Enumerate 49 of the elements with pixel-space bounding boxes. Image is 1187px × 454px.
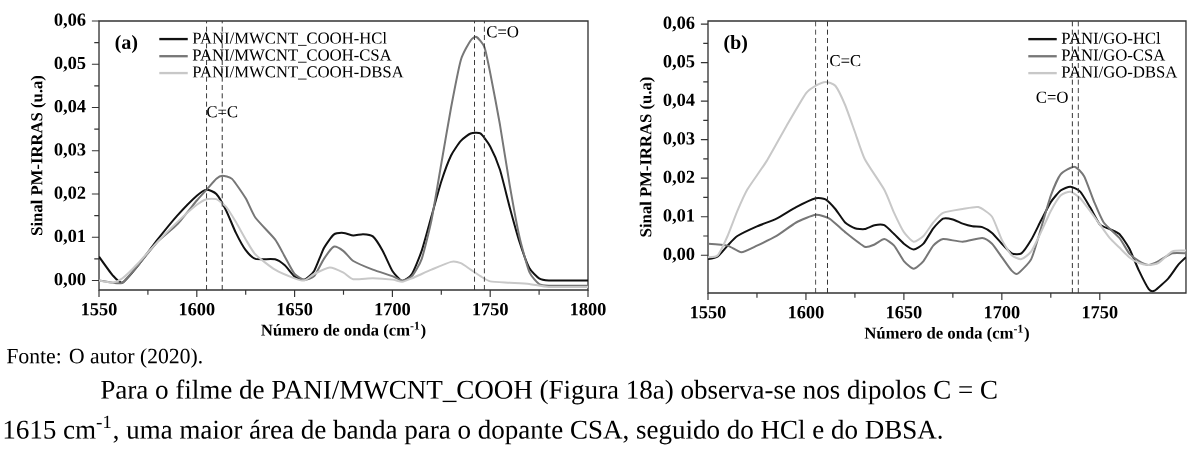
y-tick-label: 0,03 xyxy=(54,143,86,159)
x-tick-label: 1550 xyxy=(82,303,117,316)
x-axis-title: Número de onda (cm$^{-1}$) xyxy=(864,324,1029,343)
x-tick-label: 1650 xyxy=(277,303,313,316)
y-tick-label: 0,05 xyxy=(54,56,86,72)
source-note: Fonte: O autor (2020). xyxy=(6,348,202,368)
annotation: (b) xyxy=(724,35,747,54)
legend-label: PANI/GO-DBSA xyxy=(1061,66,1178,78)
x-tick-label: 1800 xyxy=(571,303,606,316)
y-tick-label: 0,02 xyxy=(54,186,86,202)
legend-label: PANI/MWCNT_COOH-HCl xyxy=(192,32,387,46)
y-tick-label: 0,04 xyxy=(54,99,86,116)
x-tick-label: 1650 xyxy=(887,306,922,319)
x-tick-label: 1750 xyxy=(1082,306,1118,319)
legend-label: PANI/MWCNT_COOH-DBSA xyxy=(192,66,404,80)
annotation: C=O xyxy=(487,26,519,38)
y-tick-label: 0,01 xyxy=(54,229,86,245)
legend-label: PANI/MWCNT_COOH-CSA xyxy=(192,49,392,63)
x-axis-title: Número de onda (cm$^{-1}$) xyxy=(261,321,426,340)
y-tick-label: 0,01 xyxy=(663,209,695,225)
legend-label: PANI/GO-CSA xyxy=(1061,49,1166,61)
x-tick-label: 1550 xyxy=(691,306,726,319)
annotation: C=C xyxy=(830,55,861,67)
line-series xyxy=(708,80,1186,266)
annotation: (a) xyxy=(115,34,138,54)
y-tick-label: 0,06 xyxy=(663,16,695,32)
y-tick-label: 0,03 xyxy=(663,132,695,148)
line-series xyxy=(99,131,588,284)
annotation: C=O xyxy=(1036,91,1068,103)
y-axis-title: Sinal PM-IRRAS (u.a) xyxy=(639,77,655,237)
y-axis-title: Sinal PM-IRRAS (u.a) xyxy=(30,75,46,235)
annotation: C=C xyxy=(207,106,238,118)
line-series xyxy=(708,185,1186,293)
y-tick-label: 0,04 xyxy=(663,93,695,109)
y-tick-label: 0,00 xyxy=(54,272,86,289)
y-tick-label: 0,06 xyxy=(54,13,86,29)
x-tick-label: 1700 xyxy=(375,303,411,316)
text: Para o filme de PANI/MWCNT_COOH (Figura 18a) observa-se nos dipolos C = C xyxy=(101,379,997,405)
x-tick-label: 1700 xyxy=(984,306,1020,319)
y-tick-label: 0,00 xyxy=(663,247,695,263)
line-series xyxy=(99,197,588,289)
legend-label: PANI/GO-HCl xyxy=(1061,32,1161,44)
x-tick-label: 1750 xyxy=(473,303,508,316)
y-tick-label: 0,02 xyxy=(663,170,695,186)
y-tick-label: 0,05 xyxy=(663,55,695,71)
text: 1615 cm$^{-1}$, uma maior área de banda para o dopante CSA, seguido do HCl e do DBSA. xyxy=(4,415,942,445)
x-tick-label: 1600 xyxy=(179,303,215,316)
line-series xyxy=(708,165,1186,275)
x-tick-label: 1600 xyxy=(789,306,824,319)
